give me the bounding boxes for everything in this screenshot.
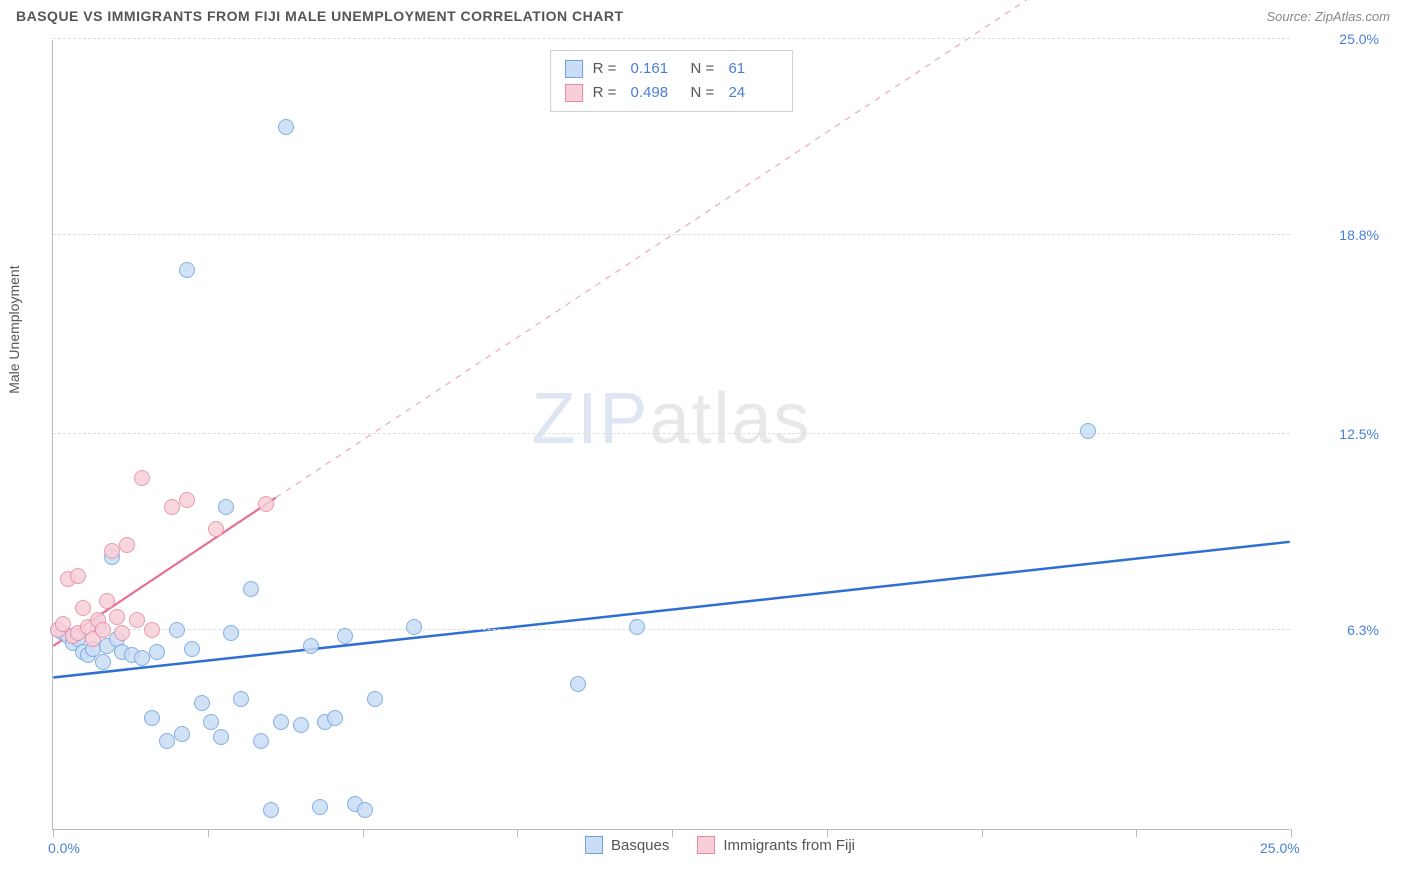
- data-point: [70, 568, 86, 584]
- r-value: 0.498: [631, 81, 681, 105]
- data-point: [144, 710, 160, 726]
- data-point: [95, 622, 111, 638]
- data-point: [114, 625, 130, 641]
- correlation-legend: R = 0.161 N = 61 R = 0.498 N = 24: [550, 50, 794, 112]
- data-point: [293, 717, 309, 733]
- data-point: [203, 714, 219, 730]
- n-value: 24: [728, 81, 778, 105]
- data-point: [184, 641, 200, 657]
- legend-label: Basques: [611, 837, 669, 854]
- x-tick: [208, 829, 209, 837]
- n-value: 61: [728, 57, 778, 81]
- data-point: [144, 622, 160, 638]
- data-point: [174, 726, 190, 742]
- correlation-row: R = 0.498 N = 24: [565, 81, 779, 105]
- data-point: [406, 619, 422, 635]
- data-point: [208, 521, 224, 537]
- data-point: [213, 729, 229, 745]
- data-point: [263, 802, 279, 818]
- data-point: [278, 119, 294, 135]
- chart-title: BASQUE VS IMMIGRANTS FROM FIJI MALE UNEM…: [16, 8, 624, 24]
- data-point: [273, 714, 289, 730]
- data-point: [134, 650, 150, 666]
- data-point: [233, 691, 249, 707]
- legend-label: Immigrants from Fiji: [723, 837, 855, 854]
- n-label: N =: [691, 57, 719, 81]
- legend-swatch: [585, 836, 603, 854]
- trend-lines: [53, 40, 1290, 829]
- y-tick-label: 12.5%: [1299, 426, 1379, 442]
- r-label: R =: [593, 81, 621, 105]
- correlation-row: R = 0.161 N = 61: [565, 57, 779, 81]
- series-legend: Basques Immigrants from Fiji: [585, 836, 855, 854]
- x-tick: [1136, 829, 1137, 837]
- data-point: [75, 600, 91, 616]
- x-axis-min-label: 0.0%: [48, 840, 80, 856]
- data-point: [243, 581, 259, 597]
- data-point: [629, 619, 645, 635]
- x-tick: [53, 829, 54, 837]
- legend-item: Immigrants from Fiji: [697, 836, 855, 854]
- data-point: [109, 609, 125, 625]
- data-point: [104, 543, 120, 559]
- data-point: [119, 537, 135, 553]
- plot-area: ZIPatlas R = 0.161N = 61R = 0.498N = 24 …: [52, 40, 1290, 830]
- data-point: [179, 262, 195, 278]
- data-point: [223, 625, 239, 641]
- watermark: ZIPatlas: [531, 378, 811, 460]
- x-tick: [1291, 829, 1292, 837]
- data-point: [327, 710, 343, 726]
- r-label: R =: [593, 57, 621, 81]
- x-tick: [517, 829, 518, 837]
- data-point: [134, 470, 150, 486]
- y-axis-label: Male Unemployment: [6, 265, 22, 393]
- data-point: [357, 802, 373, 818]
- source-attribution: Source: ZipAtlas.com: [1266, 9, 1390, 24]
- data-point: [95, 654, 111, 670]
- gridline: [53, 38, 1290, 39]
- data-point: [253, 733, 269, 749]
- data-point: [1080, 423, 1096, 439]
- data-point: [159, 733, 175, 749]
- data-point: [303, 638, 319, 654]
- data-point: [129, 612, 145, 628]
- data-point: [194, 695, 210, 711]
- y-tick-label: 25.0%: [1299, 31, 1379, 47]
- gridline: [53, 433, 1290, 434]
- data-point: [179, 492, 195, 508]
- legend-swatch: [565, 84, 583, 102]
- chart-container: Male Unemployment ZIPatlas R = 0.161N = …: [52, 40, 1388, 860]
- y-tick-label: 6.3%: [1299, 622, 1379, 638]
- x-tick: [363, 829, 364, 837]
- legend-item: Basques: [585, 836, 669, 854]
- data-point: [570, 676, 586, 692]
- data-point: [218, 499, 234, 515]
- n-label: N =: [691, 81, 719, 105]
- legend-swatch: [565, 60, 583, 78]
- x-tick: [982, 829, 983, 837]
- data-point: [169, 622, 185, 638]
- data-point: [367, 691, 383, 707]
- data-point: [99, 593, 115, 609]
- gridline: [53, 234, 1290, 235]
- data-point: [337, 628, 353, 644]
- data-point: [164, 499, 180, 515]
- x-axis-max-label: 25.0%: [1260, 840, 1300, 856]
- r-value: 0.161: [631, 57, 681, 81]
- legend-swatch: [697, 836, 715, 854]
- data-point: [258, 496, 274, 512]
- y-tick-label: 18.8%: [1299, 227, 1379, 243]
- data-point: [312, 799, 328, 815]
- data-point: [149, 644, 165, 660]
